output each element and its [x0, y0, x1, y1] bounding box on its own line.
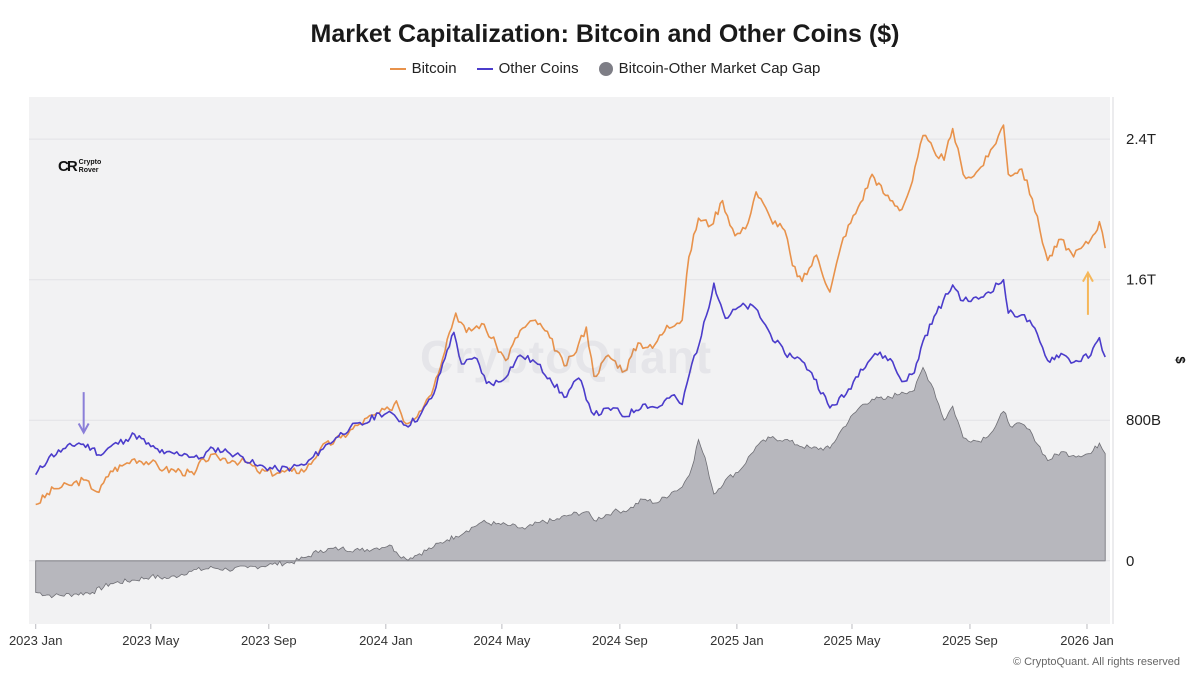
y-tick-label-2: 1.6T	[1126, 272, 1156, 289]
series-line-other-coins	[35, 278, 1106, 476]
logo-line-2: Rover	[78, 166, 99, 174]
series-line-bitcoin	[35, 124, 1106, 506]
y-tick-label-1: 800B	[1126, 412, 1161, 429]
legend-label-other-coins: Other Coins	[498, 60, 579, 77]
legend-swatch-gap	[598, 61, 613, 76]
x-tick-label-8: 2025 Sep	[942, 633, 998, 648]
chart-marks	[35, 124, 1106, 599]
x-tick-label-2: 2023 Sep	[241, 633, 297, 648]
legend-label-bitcoin: Bitcoin	[411, 60, 457, 77]
series-area-gap	[35, 366, 1106, 599]
annotation-arrow-head-1	[1082, 270, 1094, 283]
legend-label-gap: Bitcoin-Other Market Cap Gap	[618, 60, 821, 77]
y-tick-label-3: 2.4T	[1126, 131, 1156, 148]
logo-mark-icon: CR	[58, 158, 78, 175]
y-tick-labels: 0 800B 1.6T 2.4T	[1126, 131, 1161, 570]
y-tick-label-0: 0	[1126, 553, 1134, 570]
x-tick-label-1: 2023 May	[122, 633, 180, 648]
legend-swatch-bitcoin	[389, 67, 406, 70]
legend-item-gap[interactable]: Bitcoin-Other Market Cap Gap	[598, 60, 821, 77]
x-tick-label-3: 2024 Jan	[359, 633, 413, 648]
legend: Bitcoin Other Coins Bitcoin-Other Market…	[0, 60, 1200, 77]
x-tick-label-9: 2026 Jan	[1060, 633, 1114, 648]
legend-item-bitcoin[interactable]: Bitcoin	[389, 60, 457, 77]
annotations	[77, 270, 1094, 435]
legend-item-other-coins[interactable]: Other Coins	[476, 60, 579, 77]
x-tick-labels: 2023 Jan 2023 May 2023 Sep 2024 Jan 2024 May…	[9, 624, 1114, 648]
crypto-rover-logo: CR Crypto Rover	[58, 158, 101, 175]
x-tick-label-6: 2025 Jan	[710, 633, 764, 648]
copyright-notice: © CryptoQuant. All rights reserved	[1012, 656, 1180, 668]
legend-swatch-other-coins	[476, 67, 493, 70]
x-tick-label-4: 2024 May	[473, 633, 531, 648]
x-tick-label-0: 2023 Jan	[9, 633, 63, 648]
logo-line-1: Crypto	[78, 158, 102, 166]
annotation-arrow-head-0	[77, 423, 90, 435]
chart-title: Market Capitalization: Bitcoin and Other…	[310, 20, 900, 48]
logo-text: Crypto Rover	[79, 159, 102, 175]
x-tick-label-5: 2024 Sep	[592, 633, 648, 648]
x-tick-label-7: 2025 May	[823, 633, 881, 648]
y-axis-label: $	[1173, 356, 1188, 364]
